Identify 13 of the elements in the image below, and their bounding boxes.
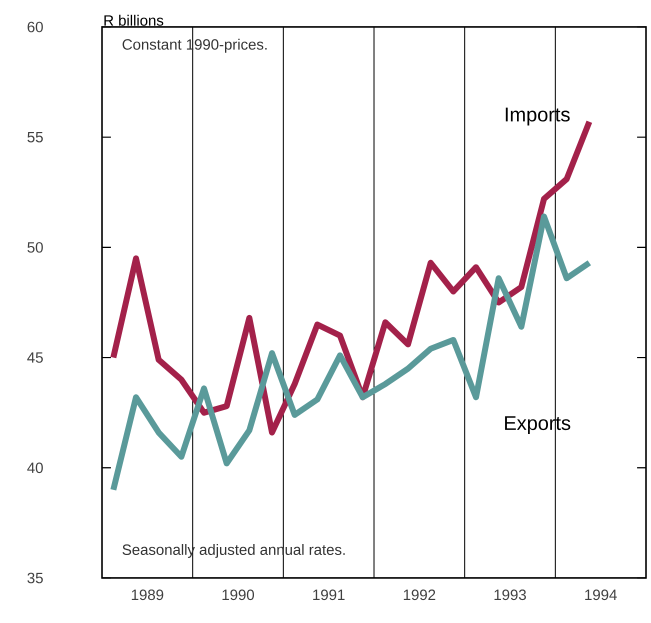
y-tick-label: 35	[27, 572, 43, 584]
x-tick-label: 1992	[404, 590, 436, 600]
x-tick-label: 1993	[494, 590, 526, 600]
x-tick-label: 1990	[222, 590, 254, 600]
x-tick-label: 1989	[132, 590, 164, 600]
y-tick-label: 55	[27, 132, 43, 142]
x-tick-label: 1991	[313, 590, 345, 600]
y-tick-label: 60	[28, 22, 43, 32]
y-tick-label: 50	[27, 242, 43, 253]
y-tick-label: 45	[27, 352, 43, 363]
x-tick-label: 1994	[585, 590, 617, 600]
y-tick-label: 40	[27, 462, 43, 474]
y-axis-title: R billions	[104, 14, 164, 26]
